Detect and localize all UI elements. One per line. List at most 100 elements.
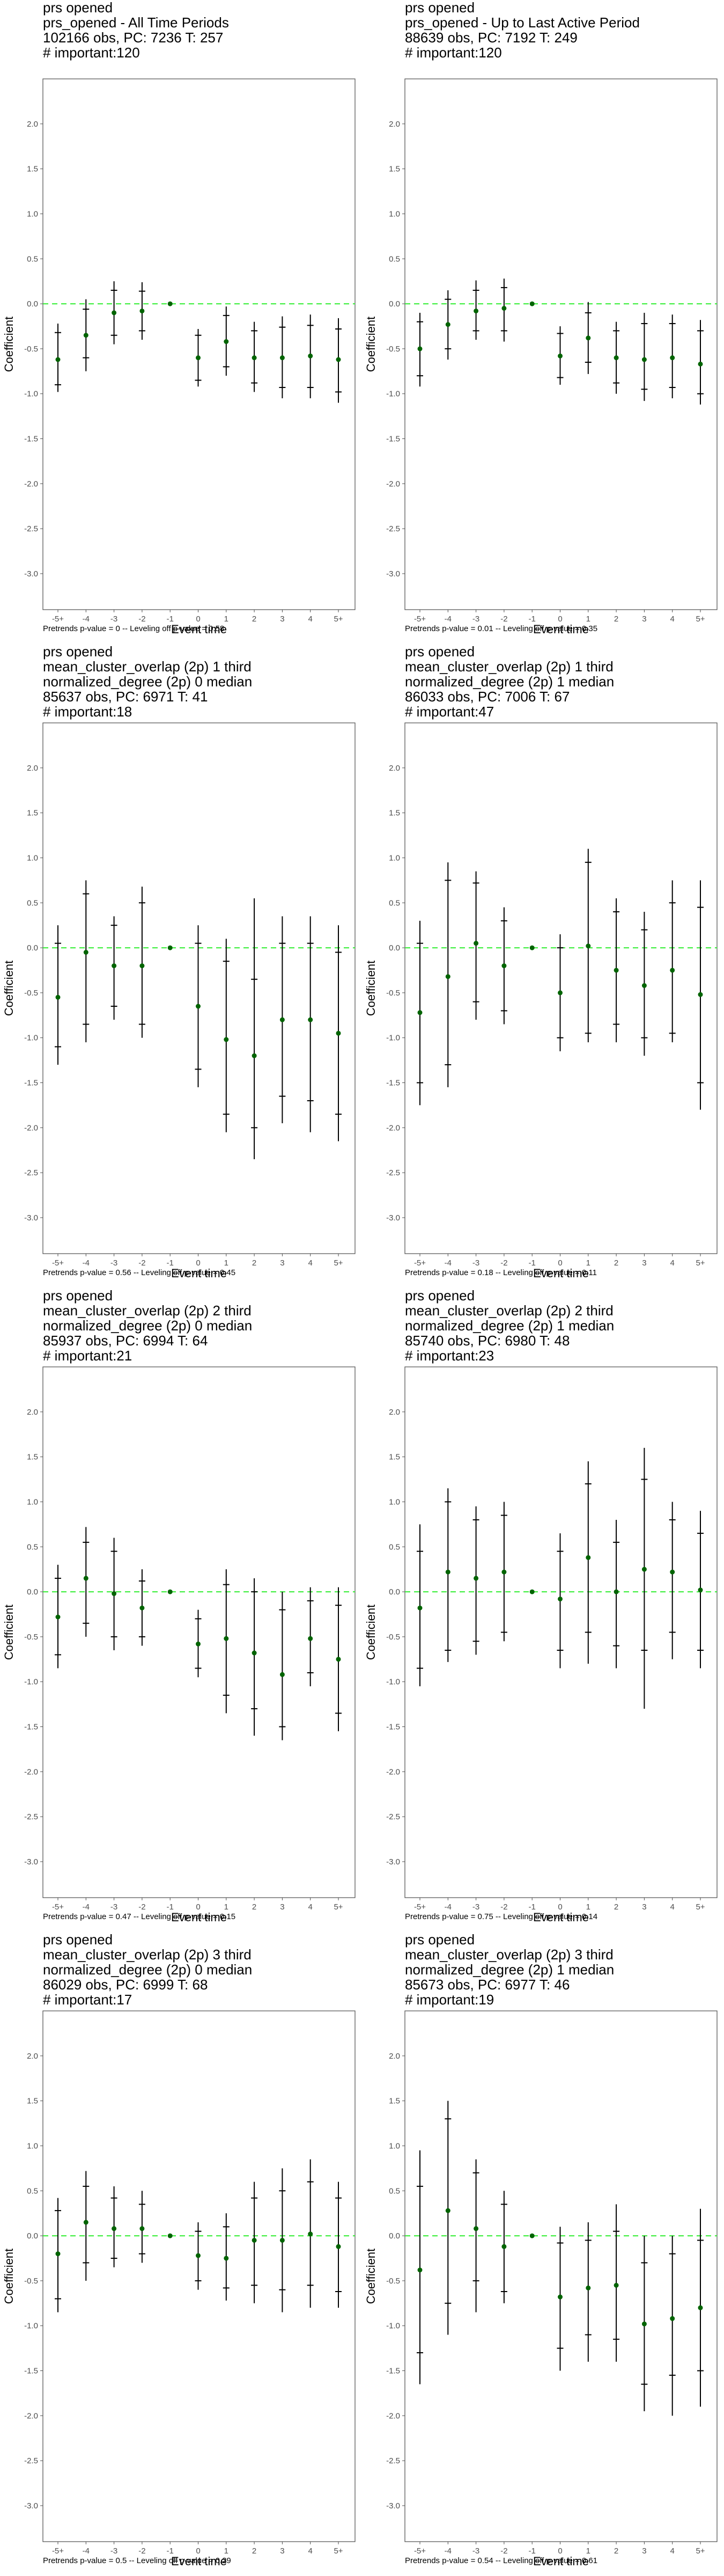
y-tick-label: 1.5 (389, 1453, 400, 1462)
plot-frame (42, 2010, 356, 2542)
data-point (529, 301, 535, 306)
chart-title-line: normalized_degree (2p) 0 median (43, 674, 253, 690)
y-axis-title: Coefficient (364, 317, 378, 372)
data-point (501, 963, 507, 969)
y-tick-label: -3.0 (386, 1857, 400, 1867)
y-tick-label: -1.0 (386, 390, 400, 399)
chart-title-line: # important:19 (405, 1992, 494, 2008)
x-tick-label: -2 (138, 614, 145, 624)
data-point (252, 355, 257, 361)
y-tick-label: 0.5 (27, 1542, 38, 1552)
y-tick-label: 1.5 (27, 165, 38, 174)
x-tick-label: -5+ (414, 614, 426, 624)
x-tick-label: -5+ (414, 2546, 426, 2556)
chart-title-line: prs opened (405, 1931, 475, 1948)
x-tick-label: -1 (529, 1258, 536, 1268)
y-axis-title: Coefficient (364, 1605, 378, 1660)
x-tick-label: 5+ (696, 2546, 705, 2556)
data-point (139, 963, 145, 969)
x-tick-label: 1 (586, 1258, 590, 1268)
y-tick-label: 0.5 (27, 2186, 38, 2196)
x-tick-label: -3 (110, 1258, 117, 1268)
y-tick-label: 2.0 (27, 1408, 38, 1417)
data-point (614, 968, 619, 973)
x-tick-label: -3 (472, 2546, 479, 2556)
data-point (336, 1657, 341, 1662)
y-tick-label: 0.0 (27, 2231, 38, 2241)
x-tick-label: 2 (614, 1902, 618, 1912)
chart-svg: 2.0 1.5 1.0 0.5 0.0 -0.5 -1.0 -1.5 -2.0 -2.5 -3.0 -… (2, 78, 356, 636)
chart-title-line: mean_cluster_overlap (2p) 2 third (405, 1302, 614, 1319)
x-tick-label: 4 (670, 1258, 675, 1268)
plot-frame (404, 2010, 718, 2542)
x-tick-label: 5+ (696, 1258, 705, 1268)
y-tick-label: -0.5 (386, 1633, 400, 1642)
chart-svg: 2.0 1.5 1.0 0.5 0.0 -0.5 -1.0 -1.5 -2.0 -2.5 -3.0 -… (2, 2010, 356, 2568)
chart-title-line: # important:17 (43, 1992, 132, 2008)
x-tick-label: -5+ (52, 1902, 64, 1912)
x-axis-title: Event time (171, 1267, 227, 1280)
y-tick-label: -2.0 (386, 479, 400, 488)
x-tick-label: -5+ (52, 614, 64, 624)
y-tick-label: -2.0 (24, 1123, 38, 1132)
data-point (336, 1030, 341, 1036)
chart-panel-6: 2.0 1.5 1.0 0.5 0.0 -0.5 -1.0 -1.5 -2.0 -2.5 -3.0 -… (362, 1288, 724, 1932)
x-tick-label: -5+ (52, 2546, 64, 2556)
x-tick-label: -3 (110, 614, 117, 624)
chart-title-line: prs opened (43, 0, 113, 16)
x-tick-label: 0 (558, 614, 562, 624)
y-tick-label: -1.0 (24, 1678, 38, 1687)
chart-title-line: mean_cluster_overlap (2p) 2 third (43, 1302, 252, 1319)
data-point (83, 1576, 88, 1581)
pvalue-footer: Pretrends p-value = 0.75 -- Leveling off… (405, 1912, 598, 1921)
chart-title-line: # important:120 (43, 45, 140, 61)
x-tick-label: 2 (252, 614, 256, 624)
pvalue-footer: Pretrends p-value = 0.18 -- Leveling off… (405, 1268, 597, 1277)
y-tick-label: 0.5 (389, 1542, 400, 1552)
y-tick-label: 2.0 (27, 120, 38, 129)
x-tick-label: -4 (83, 2546, 90, 2556)
x-tick-label: 5+ (696, 614, 705, 624)
data-point (112, 963, 117, 969)
y-tick-label: 0.0 (27, 943, 38, 953)
x-tick-label: 0 (196, 2546, 200, 2556)
x-tick-label: 0 (558, 1902, 562, 1912)
y-tick-label: 0.5 (389, 2186, 400, 2196)
x-tick-label: 2 (614, 2546, 618, 2556)
data-point (308, 2231, 313, 2237)
chart-title: prs opened prs_opened - All Time Periods 1… (43, 0, 354, 60)
data-point (698, 361, 703, 367)
chart-panel-1: 2.0 1.5 1.0 0.5 0.0 -0.5 -1.0 -1.5 -2.0 -2.5 -3.0 -… (0, 0, 362, 644)
y-tick-label: -3.0 (24, 2501, 38, 2511)
x-tick-label: -1 (529, 2546, 536, 2556)
chart-title-line: normalized_degree (2p) 1 median (405, 1318, 615, 1334)
data-point (139, 1605, 145, 1611)
y-tick-label: -2.5 (24, 524, 38, 533)
chart-panel-2: 2.0 1.5 1.0 0.5 0.0 -0.5 -1.0 -1.5 -2.0 -2.5 -3.0 -… (362, 0, 724, 644)
x-tick-label: -5+ (52, 1258, 64, 1268)
y-tick-label: -2.5 (24, 1168, 38, 1177)
data-point (417, 1010, 423, 1015)
x-tick-label: 2 (252, 2546, 256, 2556)
x-tick-label: 1 (224, 1902, 228, 1912)
y-tick-label: -2.5 (386, 2456, 400, 2465)
x-axis-title: Event time (533, 623, 589, 636)
x-tick-label: 4 (308, 2546, 313, 2556)
y-tick-label: 0.5 (389, 898, 400, 908)
x-tick-label: -1 (167, 614, 174, 624)
data-point (614, 2282, 619, 2288)
data-point (308, 353, 313, 358)
y-tick-label: -0.5 (24, 989, 38, 998)
y-tick-label: -1.0 (386, 1678, 400, 1687)
data-point (224, 339, 229, 344)
x-tick-label: -2 (138, 2546, 145, 2556)
x-tick-label: -4 (83, 1902, 90, 1912)
x-tick-label: 1 (586, 1902, 590, 1912)
data-point (670, 968, 675, 973)
x-tick-label: 1 (586, 2546, 590, 2556)
x-tick-label: 0 (558, 1258, 562, 1268)
data-point (698, 992, 703, 997)
data-point (252, 1053, 257, 1058)
y-tick-label: -0.5 (24, 2277, 38, 2286)
y-tick-label: -3.0 (386, 569, 400, 579)
